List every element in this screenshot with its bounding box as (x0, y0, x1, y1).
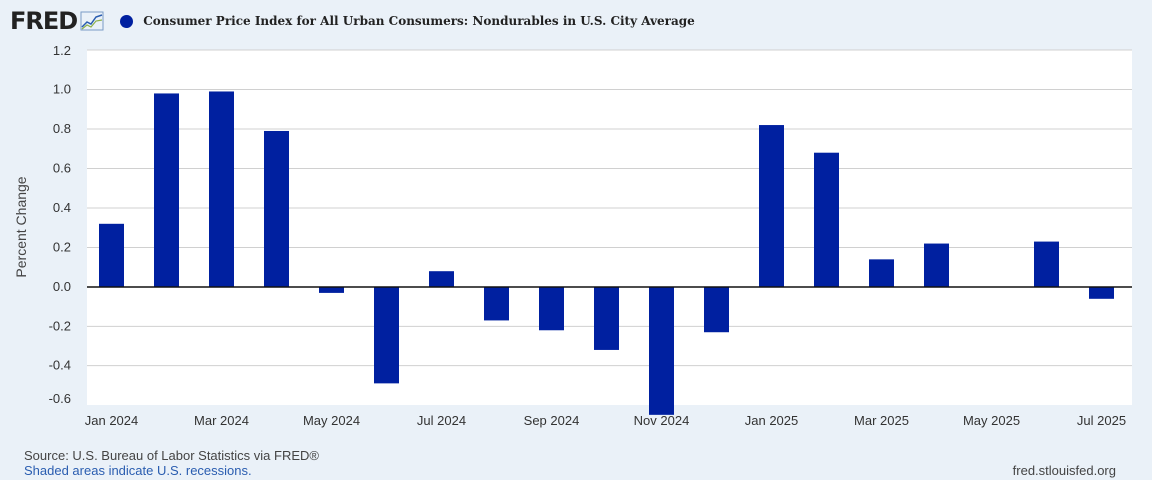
y-tick-label: 0.8 (53, 121, 71, 136)
footer-notes: Source: U.S. Bureau of Labor Statistics … (24, 448, 319, 478)
source-note: Source: U.S. Bureau of Labor Statistics … (24, 448, 319, 463)
bar[interactable] (539, 287, 564, 331)
chart-title: Consumer Price Index for All Urban Consu… (143, 14, 695, 28)
bar[interactable] (154, 93, 179, 287)
y-tick-label: 1.2 (53, 43, 71, 58)
y-tick-label: 0.2 (53, 240, 71, 255)
x-tick-label: May 2025 (963, 413, 1020, 428)
bar[interactable] (1089, 287, 1114, 299)
legend-marker-icon (120, 14, 134, 28)
x-tick-label: Nov 2024 (634, 413, 690, 428)
plot-area (87, 50, 1132, 405)
bar[interactable] (264, 130, 289, 287)
bar[interactable] (99, 223, 124, 287)
bar[interactable] (484, 287, 509, 321)
y-tick-label: 0.6 (53, 161, 71, 176)
x-tick-label: Jan 2025 (745, 413, 799, 428)
bar[interactable] (429, 271, 454, 287)
y-tick-label: -0.6 (49, 391, 71, 406)
x-tick-label: Mar 2025 (854, 413, 909, 428)
y-tick-label: 0.0 (53, 279, 71, 294)
x-tick-label: Jul 2025 (1077, 413, 1126, 428)
fred-logo-graph-icon (80, 11, 104, 31)
bar[interactable] (374, 287, 399, 384)
y-tick-label: 1.0 (53, 82, 71, 97)
bar-series (99, 91, 1114, 415)
bar[interactable] (759, 125, 784, 287)
chart-header: FRED Consumer Price Index for All Urban … (10, 6, 695, 36)
bar[interactable] (869, 259, 894, 287)
x-tick-label: Mar 2024 (194, 413, 249, 428)
bar[interactable] (704, 287, 729, 333)
bar[interactable] (209, 91, 234, 287)
y-axis-label: Percent Change (13, 176, 29, 277)
bar[interactable] (649, 287, 674, 415)
x-tick-label: Jul 2024 (417, 413, 466, 428)
y-tick-label: -0.2 (49, 318, 71, 333)
bar[interactable] (319, 287, 344, 293)
bar[interactable] (594, 287, 619, 350)
x-tick-label: Jan 2024 (85, 413, 139, 428)
gridlines (87, 49, 1132, 367)
y-tick-label: 0.4 (53, 200, 71, 215)
x-axis-ticks: Jan 2024 Mar 2024 May 2024 Jul 2024 Sep 2024… (85, 413, 1126, 428)
bar[interactable] (814, 152, 839, 287)
bar[interactable] (924, 243, 949, 287)
x-tick-label: May 2024 (303, 413, 360, 428)
x-tick-label: Sep 2024 (524, 413, 580, 428)
y-tick-label: -0.4 (49, 358, 71, 373)
recession-note: Shaded areas indicate U.S. recessions. (24, 463, 252, 478)
bar[interactable] (1034, 241, 1059, 287)
y-axis-ticks: 1.2 1.0 0.8 0.6 0.4 0.2 0.0 -0.2 -0.4 -0.6 (49, 43, 71, 406)
fred-logo[interactable]: FRED (10, 7, 78, 35)
site-url[interactable]: fred.stlouisfed.org (1012, 463, 1116, 478)
